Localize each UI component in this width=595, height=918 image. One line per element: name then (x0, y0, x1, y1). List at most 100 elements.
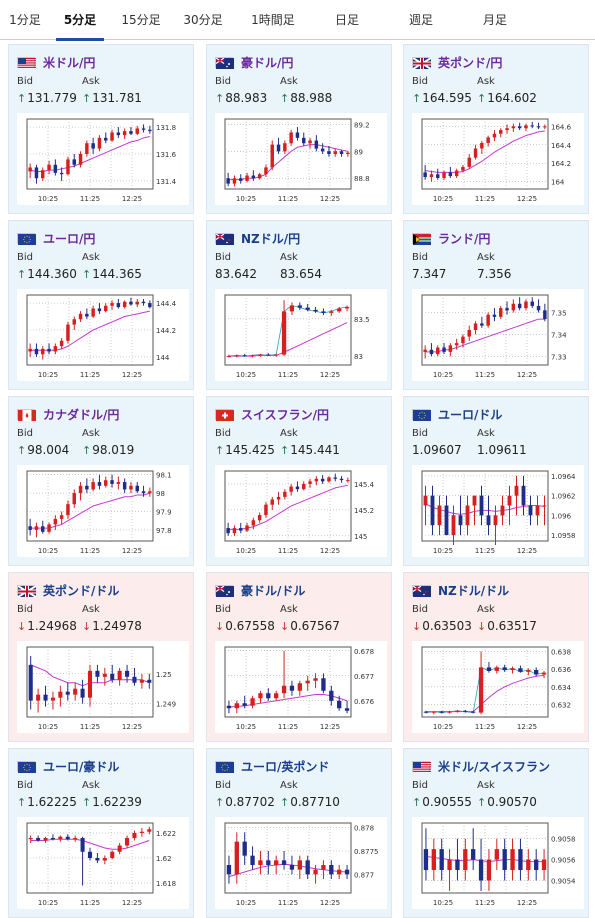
price-chart[interactable]: 1.622 1.62 1.618 10:25 11:25 12:25 (17, 817, 189, 909)
candle (536, 299, 541, 313)
pair-name[interactable]: 英ポンド/ドル (43, 583, 120, 598)
pair-name[interactable]: ランド/円 (438, 231, 491, 246)
pair-link[interactable]: スイスフラン/円 (215, 407, 330, 422)
candle (50, 834, 55, 841)
pair-link[interactable]: 米ドル/円 (17, 55, 96, 70)
pair-name[interactable]: NZドル/ドル (438, 583, 510, 598)
pair-name[interactable]: ユーロ/円 (43, 231, 96, 246)
price-chart[interactable]: 0.678 0.677 0.676 10:25 11:25 12:25 (215, 641, 387, 733)
pair-name[interactable]: ユーロ/英ポンド (241, 759, 330, 774)
candle (78, 482, 83, 501)
tab-4[interactable]: 1時間足 (251, 13, 295, 27)
uk-flag-icon (412, 56, 432, 70)
pair-name[interactable]: 米ドル/スイスフラン (438, 759, 551, 774)
pair-link[interactable]: ユーロ/ドル (412, 407, 503, 422)
pair-link[interactable]: ユーロ/豪ドル (17, 759, 120, 774)
bid-price: 1.09607 (412, 443, 462, 457)
rate-card[interactable]: 英ポンド/円 Bid Ask ↑164.595 ↑164.602 164.6 16… (403, 44, 589, 214)
pair-name[interactable]: カナダドル/円 (43, 407, 120, 422)
candle (116, 299, 121, 309)
pair-link[interactable]: ユーロ/円 (17, 231, 96, 246)
rate-card[interactable]: 米ドル/円 Bid Ask ↑131.779 ↑131.781 131.8 131… (8, 44, 194, 214)
pair-link[interactable]: NZドル/ドル (412, 583, 510, 598)
up-arrow-icon: ↑ (82, 796, 92, 809)
candle (289, 302, 295, 316)
up-arrow-icon: ↑ (477, 92, 487, 105)
pair-name[interactable]: ユーロ/ドル (438, 407, 503, 422)
rate-card[interactable]: ユーロ/豪ドル Bid Ask ↑1.62225 ↑1.62239 1.622 1… (8, 748, 194, 918)
pair-link[interactable]: ユーロ/英ポンド (215, 759, 330, 774)
price-chart[interactable]: 83.5 83 10:25 11:25 12:25 (215, 289, 387, 381)
price-chart[interactable]: 131.8 131.6 131.4 10:25 11:25 12:25 (17, 113, 189, 205)
pair-name[interactable]: 豪ドル/円 (241, 55, 294, 70)
pair-link[interactable]: 豪ドル/円 (215, 55, 294, 70)
ask-label: Ask (477, 780, 495, 791)
price-chart[interactable]: 1.25 1.249 10:25 11:25 12:25 (17, 641, 189, 733)
candle-body (502, 667, 507, 671)
tab-0[interactable]: 1分足 (9, 13, 41, 27)
pair-link[interactable]: 豪ドル/ドル (215, 583, 306, 598)
price-chart[interactable]: 144.4 144.2 144 10:25 11:25 12:25 (17, 289, 189, 381)
pair-link[interactable]: 英ポンド/ドル (17, 583, 120, 598)
ask-label: Ask (477, 604, 495, 615)
pair-name[interactable]: スイスフラン/円 (241, 407, 330, 422)
tab-3[interactable]: 30分足 (183, 13, 223, 27)
candle (97, 474, 102, 490)
candle-body (505, 308, 509, 311)
candle (28, 163, 32, 179)
pair-name[interactable]: 英ポンド/円 (438, 55, 503, 70)
pair-name[interactable]: NZドル/円 (241, 231, 301, 246)
price-chart[interactable]: 0.878 0.8775 0.877 10:25 11:25 12:25 (215, 817, 387, 909)
price-chart[interactable]: 89.2 89 88.8 10:25 11:25 12:25 (215, 113, 387, 205)
price-chart[interactable]: 98.1 98 97.9 97.8 10:25 11:25 12:25 (17, 465, 189, 557)
pair-link[interactable]: NZドル/円 (215, 231, 301, 246)
rate-card[interactable]: ランド/円 Bid Ask 7.347 7.356 7.35 7.34 7.33 10… (403, 220, 589, 390)
rate-card[interactable]: スイスフラン/円 Bid Ask ↑145.425 ↑145.441 145.4… (206, 396, 392, 566)
price-chart[interactable]: 164.6 164.4 164.2 164 10:25 11:25 12:25 (412, 113, 584, 205)
tab-7[interactable]: 月足 (482, 13, 507, 27)
candle (139, 673, 144, 689)
candle-body (297, 305, 302, 308)
tab-2[interactable]: 15分足 (121, 13, 161, 27)
rate-card[interactable]: NZドル/ドル Bid Ask ↓0.63503 ↓0.63517 0.638 0… (403, 572, 589, 742)
rate-card[interactable]: 豪ドル/ドル Bid Ask ↓0.67558 ↓0.67567 0.678 0.… (206, 572, 392, 742)
rate-card[interactable]: カナダドル/円 Bid Ask ↑98.004 ↑98.019 98.1 98 97… (8, 396, 194, 566)
tab-1[interactable]: 5分足 (50, 0, 110, 41)
rate-card[interactable]: ユーロ/ドル Bid Ask 1.09607 1.09611 1.0964 1.0… (403, 396, 589, 566)
candle-body (148, 303, 152, 308)
price-chart[interactable]: 145.4 145.2 145 10:25 11:25 12:25 (215, 465, 387, 557)
rate-card[interactable]: NZドル/円 Bid Ask 83.642 83.654 83.5 83 10:25… (206, 220, 392, 390)
plot-frame (224, 646, 352, 718)
candle-body (87, 851, 93, 858)
pair-name[interactable]: ユーロ/豪ドル (43, 759, 120, 774)
rate-card[interactable]: ユーロ/円 Bid Ask ↑144.360 ↑144.365 144.4 144… (8, 220, 194, 390)
tab-5[interactable]: 日足 (334, 13, 359, 27)
pair-name[interactable]: 豪ドル/ドル (241, 583, 306, 598)
pair-name[interactable]: 米ドル/円 (43, 55, 96, 70)
price-chart[interactable]: 0.638 0.636 0.634 0.632 10:25 11:25 12:25 (412, 641, 584, 733)
tab-6[interactable]: 週足 (408, 13, 433, 27)
rate-card[interactable]: 豪ドル/円 Bid Ask ↑88.983 ↑88.988 89.2 89 88.8… (206, 44, 392, 214)
rate-card[interactable]: ユーロ/英ポンド Bid Ask ↑0.87702 ↑0.87710 0.878… (206, 748, 392, 918)
candle (448, 343, 453, 357)
rate-card[interactable]: 英ポンド/ドル Bid Ask ↓1.24968 ↓1.24978 1.25 1.… (8, 572, 194, 742)
pair-link[interactable]: 米ドル/スイスフラン (412, 759, 551, 774)
price-chart[interactable]: 1.0964 1.0962 1.096 1.0958 10:25 11:25 12:25 (412, 465, 584, 557)
candle-body (423, 711, 429, 713)
rate-card[interactable]: 米ドル/スイスフラン Bid Ask ↑0.90555 ↑0.90570 0.9… (403, 748, 589, 918)
price-chart[interactable]: 0.9058 0.9056 0.9054 10:25 11:25 12:25 (412, 817, 584, 909)
candle (313, 673, 318, 689)
y-tick-label: 1.249 (156, 701, 176, 709)
candle (289, 680, 295, 696)
price-chart[interactable]: 7.35 7.34 7.33 10:25 11:25 12:25 (412, 289, 584, 381)
candle-body (43, 838, 48, 841)
candle (266, 353, 271, 357)
candle-body (80, 838, 85, 852)
x-tick-label: 10:25 (236, 371, 256, 379)
pair-link[interactable]: ランド/円 (412, 231, 491, 246)
pair-link[interactable]: カナダドル/円 (17, 407, 120, 422)
candle-body (494, 667, 499, 671)
pair-link[interactable]: 英ポンド/円 (412, 55, 503, 70)
y-tick-label: 0.8775 (354, 848, 379, 856)
bid-label: Bid (215, 76, 231, 87)
